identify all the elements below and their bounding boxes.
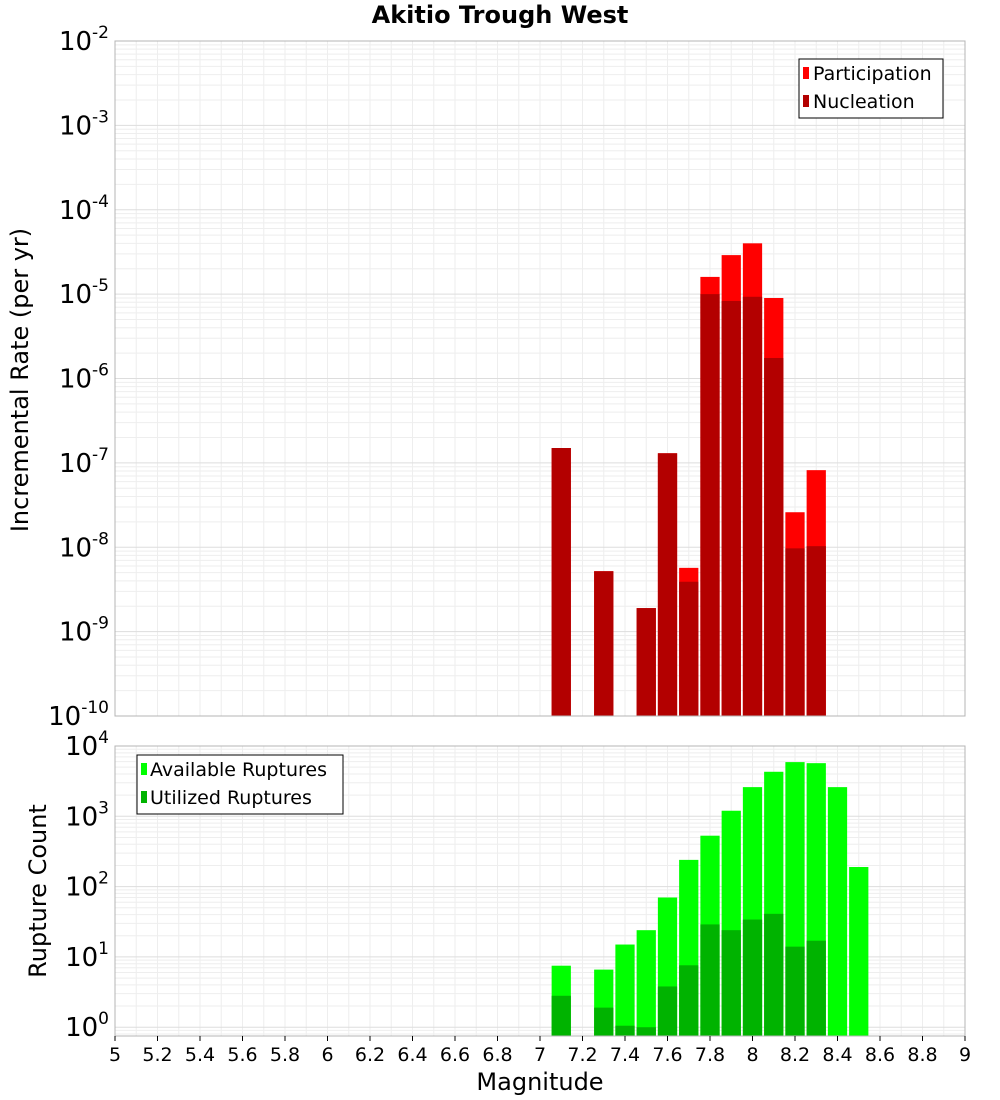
legend-label-nucleation: Nucleation — [813, 91, 915, 113]
bottom-y-tick-label: 101 — [65, 939, 109, 973]
bar-nucleation — [657, 453, 678, 716]
x-axis-label: Magnitude — [476, 1068, 603, 1096]
top-bars — [551, 243, 826, 717]
bar-utilized-ruptures — [594, 1007, 614, 1036]
legend-swatch-nucleation — [803, 95, 809, 107]
x-tick-label: 5.4 — [185, 1044, 215, 1066]
bar-nucleation — [721, 300, 741, 716]
x-tick-label: 6.8 — [482, 1044, 512, 1066]
bottom-legend: Available Ruptures Utilized Ruptures — [136, 754, 344, 815]
bar-available-ruptures — [827, 787, 848, 1036]
x-tick-label: 7.8 — [695, 1044, 725, 1066]
bar-utilized-ruptures — [785, 946, 805, 1036]
top-y-tick-label: 10-9 — [59, 614, 109, 648]
legend-label-available-ruptures: Available Ruptures — [150, 759, 327, 781]
top-y-tick-label: 10-2 — [59, 23, 109, 57]
x-tick-label: 7.6 — [652, 1044, 682, 1066]
bottom-y-tick-label: 102 — [65, 869, 109, 903]
top-y-axis-label: Incremental Rate (per yr) — [6, 228, 34, 532]
bottom-legend-box — [136, 754, 344, 815]
bar-nucleation — [806, 546, 826, 716]
top-plot-frame — [114, 40, 966, 717]
bar-nucleation — [551, 448, 571, 716]
x-tick-label: 8.4 — [822, 1044, 852, 1066]
x-tick-label: 5 — [109, 1044, 121, 1066]
top-y-tick-label: 10-4 — [59, 192, 109, 226]
bar-nucleation — [636, 608, 656, 716]
bar-utilized-ruptures — [721, 930, 741, 1036]
x-tick-label: 9 — [959, 1044, 971, 1066]
x-tick-label: 8 — [746, 1044, 758, 1066]
top-y-tick-label: 10-7 — [59, 445, 109, 479]
x-tick-label: 7.4 — [610, 1044, 640, 1066]
bottom-y-tick-label: 103 — [65, 798, 109, 832]
x-tick-label: 6 — [321, 1044, 333, 1066]
x-tick-label: 8.8 — [907, 1044, 937, 1066]
bar-nucleation — [700, 294, 720, 716]
bar-available-ruptures — [636, 930, 656, 1036]
bar-nucleation — [679, 581, 699, 716]
x-tick-label: 5.6 — [227, 1044, 257, 1066]
x-tick-label: 6.2 — [355, 1044, 385, 1066]
bar-available-ruptures — [615, 944, 635, 1036]
bar-nucleation — [785, 548, 805, 716]
bar-utilized-ruptures — [742, 919, 763, 1036]
bar-nucleation — [742, 296, 763, 716]
top-y-tick-label: 10-5 — [59, 276, 109, 310]
bar-nucleation — [764, 357, 784, 716]
bar-utilized-ruptures — [679, 965, 699, 1036]
bottom-bars — [551, 762, 869, 1036]
bar-utilized-ruptures — [700, 924, 720, 1036]
bar-utilized-ruptures — [806, 940, 826, 1036]
top-y-tick-label: 10-8 — [59, 529, 109, 563]
bar-utilized-ruptures — [551, 995, 571, 1036]
x-tick-label: 6.6 — [440, 1044, 470, 1066]
chart-title: Akitio Trough West — [372, 1, 629, 29]
x-ticks: 5 5.2 5.4 5.6 5.8 6 6.2 6.4 6.6 6.8 7 7.2 7.4 7.6 7.8 8… — [109, 1036, 971, 1066]
x-tick-label: 5.2 — [142, 1044, 172, 1066]
x-tick-label: 5.8 — [270, 1044, 300, 1066]
top-y-tick-label: 10-10 — [48, 698, 109, 732]
legend-label-participation: Participation — [813, 63, 932, 85]
top-legend: Participation Nucleation — [798, 58, 944, 119]
legend-swatch-utilized-ruptures — [141, 791, 147, 803]
bottom-panel: 100 101 102 103 104 Rupture Count Available … — [24, 728, 966, 1043]
bottom-y-axis-label: Rupture Count — [24, 804, 52, 978]
top-legend-box — [798, 58, 944, 119]
bottom-y-tick-label: 104 — [65, 728, 109, 762]
bar-nucleation — [594, 571, 614, 716]
bottom-y-ticks: 100 101 102 103 104 — [65, 728, 109, 1043]
bar-utilized-ruptures — [636, 1027, 656, 1036]
legend-swatch-participation — [803, 67, 809, 79]
x-tick-label: 6.4 — [397, 1044, 427, 1066]
bar-utilized-ruptures — [657, 986, 678, 1036]
bar-utilized-ruptures — [615, 1025, 635, 1036]
bar-available-ruptures — [849, 867, 869, 1036]
x-tick-label: 7.2 — [567, 1044, 597, 1066]
x-tick-label: 8.6 — [865, 1044, 895, 1066]
x-tick-label: 7 — [534, 1044, 546, 1066]
bar-utilized-ruptures — [764, 913, 784, 1036]
top-y-tick-label: 10-3 — [59, 107, 109, 141]
top-y-ticks: 10-10 10-9 10-8 10-7 10-6 10-5 10-4 10-3 10-2 — [48, 23, 109, 732]
legend-label-utilized-ruptures: Utilized Ruptures — [150, 787, 312, 809]
legend-swatch-available-ruptures — [141, 763, 147, 775]
top-y-tick-label: 10-6 — [59, 361, 109, 395]
top-panel: 10-10 10-9 10-8 10-7 10-6 10-5 10-4 10-3 10-2 In… — [6, 23, 966, 732]
top-grid — [114, 41, 966, 717]
bottom-y-tick-label: 100 — [65, 1009, 109, 1043]
x-tick-label: 8.2 — [780, 1044, 810, 1066]
